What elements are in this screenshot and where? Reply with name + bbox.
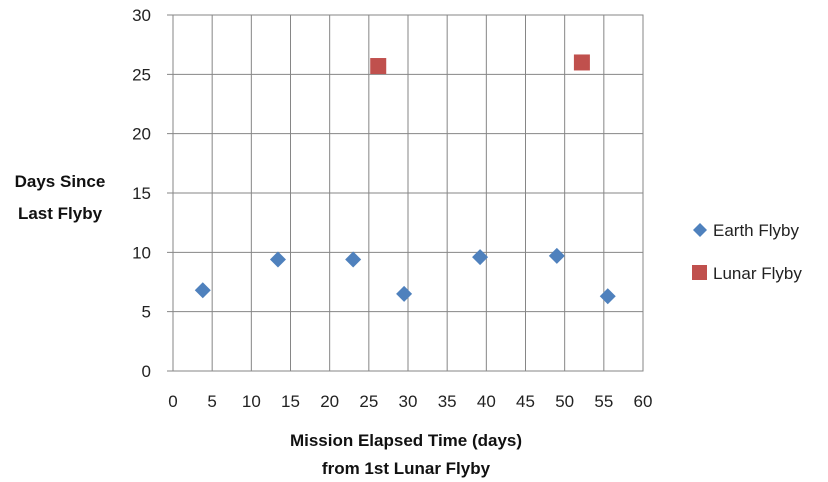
- x-tick-label: 0: [168, 392, 177, 411]
- y-axis-title-line-2: Last Flyby: [18, 204, 103, 223]
- legend-item-earth-flyby: Earth Flyby: [693, 221, 799, 240]
- earth-flyby-point: [345, 251, 362, 268]
- y-tick-label: 10: [132, 243, 151, 262]
- x-tick-label: 60: [634, 392, 653, 411]
- x-tick-label: 25: [359, 392, 378, 411]
- x-tick-label: 35: [438, 392, 457, 411]
- x-tick-label: 45: [516, 392, 535, 411]
- x-tick-label: 30: [399, 392, 418, 411]
- legend-marker-lunar-flyby: [692, 265, 707, 280]
- x-axis-title-line-2: from 1st Lunar Flyby: [322, 459, 491, 478]
- earth-flyby-point: [269, 251, 286, 268]
- lunar-flyby-point: [370, 58, 387, 75]
- legend: Earth Flyby Lunar Flyby: [692, 221, 802, 283]
- earth-flyby-point: [194, 282, 211, 299]
- x-tick-label: 50: [555, 392, 574, 411]
- x-tick-label: 10: [242, 392, 261, 411]
- x-tick-label: 40: [477, 392, 496, 411]
- plot-area-border: [172, 14, 644, 372]
- legend-marker-earth-flyby: [693, 223, 707, 237]
- y-tick-label: 20: [132, 125, 151, 144]
- legend-item-lunar-flyby: Lunar Flyby: [692, 264, 802, 283]
- tick-labels: 0 5 10 15 20 25 30 35 40 45 50 55 60 0 5 10 15 20 25 30: [132, 6, 652, 411]
- y-tick-label: 25: [132, 65, 151, 84]
- y-tick-label: 30: [132, 6, 151, 25]
- y-tick-label: 5: [142, 303, 151, 322]
- x-axis-title-line-1: Mission Elapsed Time (days): [290, 431, 522, 450]
- x-tick-label: 20: [320, 392, 339, 411]
- lunar-flyby-point: [573, 54, 590, 71]
- y-tick-label: 15: [132, 184, 151, 203]
- earth-flyby-point: [548, 247, 565, 264]
- y-tick-label: 0: [142, 362, 151, 381]
- earth-flyby-point: [396, 285, 413, 302]
- grid: [167, 14, 644, 372]
- x-tick-label: 15: [281, 392, 300, 411]
- x-tick-label: 55: [594, 392, 613, 411]
- legend-label-lunar-flyby: Lunar Flyby: [713, 264, 802, 283]
- x-tick-label: 5: [207, 392, 216, 411]
- earth-flyby-point: [599, 288, 616, 305]
- y-axis-title-line-1: Days Since: [15, 172, 106, 191]
- earth-flyby-point: [472, 249, 489, 266]
- data-points: [194, 54, 616, 305]
- legend-label-earth-flyby: Earth Flyby: [713, 221, 799, 240]
